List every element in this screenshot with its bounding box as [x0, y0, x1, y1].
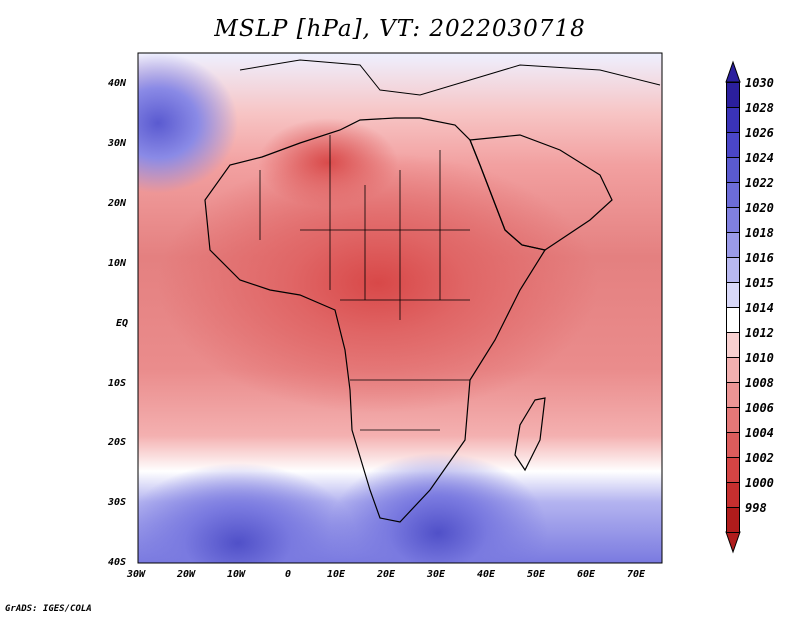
colorbar-label: 1006 [745, 401, 774, 415]
colorbar-cell [726, 232, 740, 258]
x-tick-70e: 70E [627, 569, 646, 580]
x-tick-30e: 30E [427, 569, 446, 580]
x-tick-20w: 20W [177, 569, 196, 580]
colorbar-cell [726, 382, 740, 408]
colorbar-label: 1026 [745, 126, 774, 140]
y-tick-30s: 30S [108, 497, 127, 508]
y-tick-20n: 20N [108, 198, 127, 209]
colorbar-cell [726, 107, 740, 133]
colorbar-label: 1018 [745, 226, 774, 240]
colorbar-cell [726, 407, 740, 433]
x-tick-10e: 10E [327, 569, 346, 580]
x-tick-20e: 20E [377, 569, 396, 580]
colorbar-cell [726, 507, 740, 533]
y-tick-30n: 30N [108, 138, 127, 149]
colorbar-cell [726, 357, 740, 383]
colorbar-cell [726, 332, 740, 358]
y-tick-eq: EQ [116, 318, 129, 329]
colorbar-label: 1000 [745, 476, 774, 490]
colorbar-label: 998 [745, 501, 767, 515]
colorbar-label: 1014 [745, 301, 774, 315]
y-tick-40n: 40N [108, 78, 127, 89]
colorbar-label: 1010 [745, 351, 774, 365]
colorbar-cell [726, 432, 740, 458]
colorbar-label: 1012 [745, 326, 774, 340]
x-tick-10w: 10W [227, 569, 246, 580]
colorbar-label: 1030 [745, 76, 774, 90]
colorbar-label: 1024 [745, 151, 774, 165]
colorbar-cell [726, 307, 740, 333]
software-credit: GrADS: IGES/COLA [5, 604, 92, 614]
y-tick-20s: 20S [108, 437, 127, 448]
colorbar-cell [726, 182, 740, 208]
coastline-africa [204, 117, 546, 523]
colorbar-cell [726, 457, 740, 483]
x-tick-30w: 30W [127, 569, 146, 580]
colorbar-cell [726, 282, 740, 308]
map-frame [137, 52, 663, 564]
y-tick-10s: 10S [108, 378, 127, 389]
colorbar-label: 1015 [745, 276, 774, 290]
colorbar-label: 1020 [745, 201, 774, 215]
colorbar-top-arrow [725, 60, 741, 83]
colorbar-label: 1008 [745, 376, 774, 390]
y-tick-40s: 40S [108, 557, 127, 568]
colorbar-label: 1028 [745, 101, 774, 115]
x-tick-40e: 40E [477, 569, 496, 580]
colorbar-cell [726, 157, 740, 183]
colorbar-cell [726, 207, 740, 233]
x-tick-0: 0 [285, 569, 292, 580]
colorbar-label: 1022 [745, 176, 774, 190]
colorbar-bottom-arrow [725, 531, 741, 554]
y-tick-10n: 10N [108, 258, 127, 269]
x-tick-50e: 50E [527, 569, 546, 580]
coastline-arabia [469, 134, 613, 251]
coastline-europe [239, 59, 661, 96]
country-borders [259, 135, 470, 431]
colorbar-cell [726, 82, 740, 108]
colorbar-label: 1002 [745, 451, 774, 465]
map-title: MSLP [hPa], VT: 2022030718 [214, 16, 586, 42]
colorbar-label: 1016 [745, 251, 774, 265]
colorbar-label: 1004 [745, 426, 774, 440]
colorbar-cell [726, 132, 740, 158]
colorbar-cell [726, 257, 740, 283]
coastline-madagascar [514, 397, 546, 472]
colorbar-cell [726, 482, 740, 508]
x-tick-60e: 60E [577, 569, 596, 580]
